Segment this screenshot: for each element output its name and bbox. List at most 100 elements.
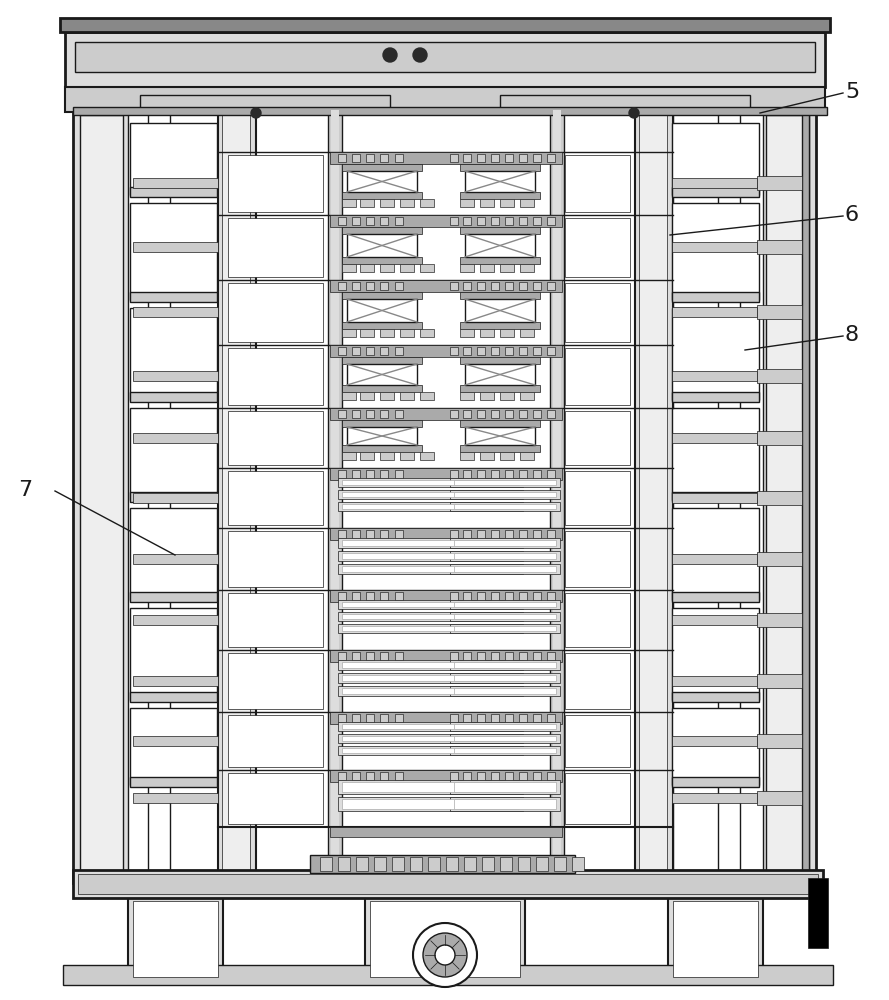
Bar <box>380 530 388 538</box>
Bar <box>460 257 540 264</box>
Bar <box>757 305 802 319</box>
Bar <box>338 714 346 722</box>
Bar <box>342 192 422 199</box>
Bar <box>454 566 556 572</box>
Bar <box>450 660 560 670</box>
Bar <box>330 468 562 480</box>
Bar <box>460 227 540 234</box>
Bar <box>400 329 414 337</box>
Bar <box>465 364 535 385</box>
Bar <box>477 530 485 538</box>
Bar <box>672 408 759 500</box>
Bar <box>75 42 815 72</box>
Bar <box>477 347 485 355</box>
Bar <box>533 347 541 355</box>
Bar <box>550 108 564 883</box>
Bar <box>553 110 561 881</box>
Bar <box>450 600 560 609</box>
Bar <box>450 734 560 743</box>
Bar <box>547 652 555 660</box>
Bar <box>672 736 757 746</box>
Bar <box>380 264 394 272</box>
Bar <box>366 772 374 780</box>
Bar <box>338 746 523 755</box>
Bar <box>450 217 458 225</box>
Bar <box>520 264 534 272</box>
Bar <box>330 770 562 782</box>
Bar <box>342 292 422 299</box>
Bar <box>130 187 217 197</box>
Bar <box>454 540 556 546</box>
Bar <box>463 282 471 290</box>
Bar <box>130 592 217 602</box>
Bar <box>342 452 356 460</box>
Bar <box>547 530 555 538</box>
Bar <box>410 857 422 871</box>
Bar <box>520 452 534 460</box>
Bar <box>228 348 323 405</box>
Bar <box>454 626 556 631</box>
Bar <box>380 410 388 418</box>
Bar <box>320 857 332 871</box>
Bar <box>505 347 513 355</box>
Bar <box>380 452 394 460</box>
Bar <box>565 653 630 709</box>
Bar <box>505 154 513 162</box>
Bar <box>480 329 494 337</box>
Bar <box>460 264 474 272</box>
Circle shape <box>383 48 397 62</box>
Bar <box>338 410 346 418</box>
Bar <box>565 218 630 277</box>
Bar <box>672 493 757 503</box>
Bar <box>342 492 519 497</box>
Bar <box>672 307 757 317</box>
Bar <box>480 392 494 400</box>
Bar <box>450 282 458 290</box>
Bar <box>130 777 217 787</box>
Bar <box>366 470 374 478</box>
Bar <box>454 688 556 694</box>
Bar <box>133 242 218 252</box>
Bar <box>130 123 217 195</box>
Bar <box>133 615 218 625</box>
Text: 8: 8 <box>845 325 859 345</box>
Bar <box>565 411 630 465</box>
Bar <box>678 112 758 879</box>
Bar <box>757 369 802 383</box>
Bar <box>395 530 403 538</box>
Bar <box>330 528 562 540</box>
Bar <box>400 452 414 460</box>
Bar <box>338 652 346 660</box>
Bar <box>520 199 534 207</box>
Bar <box>672 615 757 625</box>
Bar <box>342 227 422 234</box>
Bar <box>380 772 388 780</box>
Bar <box>450 478 560 487</box>
Bar <box>547 592 555 600</box>
Bar <box>802 108 809 883</box>
Bar <box>420 199 434 207</box>
Bar <box>463 772 471 780</box>
Bar <box>130 292 217 302</box>
Bar <box>366 652 374 660</box>
Bar <box>505 530 513 538</box>
Bar <box>519 772 527 780</box>
Bar <box>454 662 556 668</box>
Bar <box>460 392 474 400</box>
Bar <box>450 624 560 633</box>
Bar <box>547 772 555 780</box>
Circle shape <box>413 48 427 62</box>
Bar <box>477 282 485 290</box>
Bar <box>395 772 403 780</box>
Bar <box>222 112 250 879</box>
Bar <box>519 154 527 162</box>
Bar <box>533 714 541 722</box>
Bar <box>547 217 555 225</box>
Bar <box>500 452 514 460</box>
Bar <box>491 217 499 225</box>
Text: 6: 6 <box>845 205 859 225</box>
Bar <box>352 714 360 722</box>
Bar <box>128 108 218 883</box>
Bar <box>482 857 494 871</box>
Bar <box>130 392 217 402</box>
